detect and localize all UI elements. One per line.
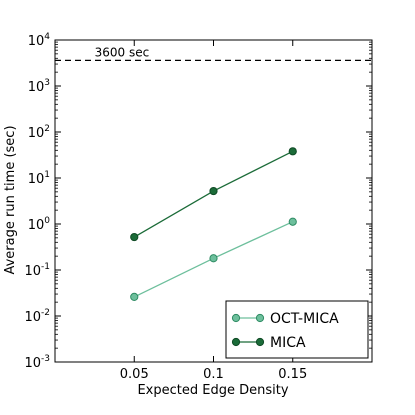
- y-tick-label: 100: [28, 216, 51, 233]
- point-mica: [209, 186, 218, 196]
- y-tick-label: 103: [28, 78, 50, 95]
- x-tick-label: 0.1: [203, 367, 224, 382]
- point-oct-mica: [209, 254, 218, 263]
- legend-marker-oct-mica: [255, 313, 265, 323]
- legend: OCT-MICA MICA: [225, 300, 369, 359]
- point-mica: [130, 232, 139, 242]
- legend-marker-oct-mica: [231, 313, 241, 323]
- y-axis-label: Average run time (sec): [3, 125, 18, 274]
- point-mica: [288, 147, 297, 156]
- legend-label-oct-mica: OCT-MICA: [270, 311, 339, 327]
- x-tick-label: 0.05: [120, 367, 149, 382]
- x-tick-label: 0.15: [278, 367, 307, 382]
- legend-marker-mica: [231, 337, 241, 347]
- y-tick-label: 102: [28, 124, 50, 141]
- legend-marker-mica: [255, 337, 265, 347]
- reference-line-label: 3600 sec: [95, 45, 150, 59]
- y-tick-label: 10-1: [24, 262, 50, 279]
- y-tick-label: 104: [28, 32, 51, 49]
- legend-label-mica: MICA: [270, 335, 306, 351]
- axes: 10-3 10-2 10-1 100 101 102 103 104 0.05 0.1 0.15: [24, 32, 373, 382]
- x-axis-label: Expected Edge Density: [137, 383, 288, 398]
- y-tick-label: 10-2: [24, 308, 50, 325]
- point-oct-mica: [130, 292, 139, 302]
- y-tick-label: 10-3: [24, 354, 50, 371]
- y-tick-label: 101: [28, 170, 50, 187]
- plot-area: 3600 sec: [55, 45, 372, 302]
- point-oct-mica: [288, 217, 297, 226]
- legend-box: [225, 300, 369, 359]
